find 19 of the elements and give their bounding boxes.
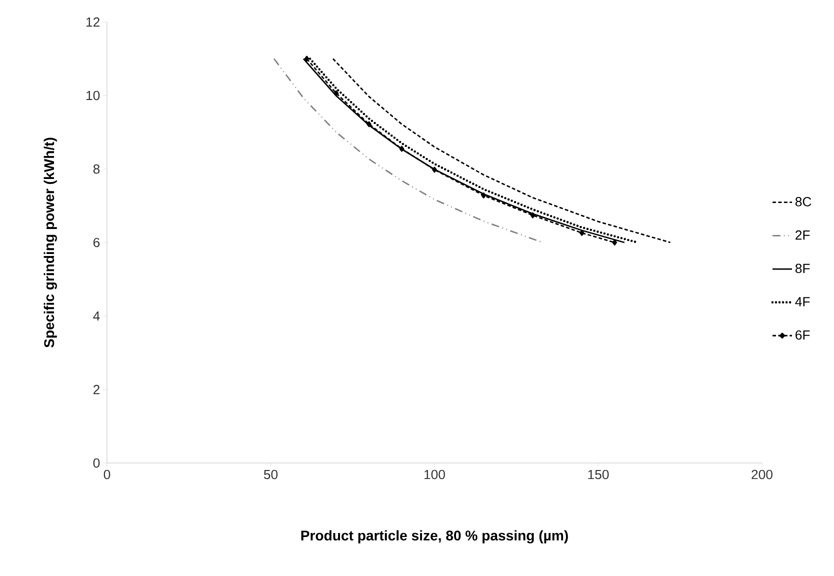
y-tick-label: 0 — [93, 458, 100, 468]
x-tick-label: 100 — [424, 470, 445, 480]
legend-label: 8C — [795, 197, 812, 206]
y-tick-label: 4 — [93, 311, 100, 321]
y-tick-label: 8 — [93, 164, 100, 174]
y-tick-label: 6 — [93, 238, 100, 248]
y-tick-label: 10 — [86, 90, 100, 100]
x-tick-label: 0 — [104, 470, 110, 480]
legend-label: 8F — [795, 264, 810, 274]
x-axis-title: Product particle size, 80 % passing (µm) — [301, 530, 568, 544]
y-axis-title: Specific grinding power (kWh/t) — [44, 138, 57, 348]
legend-label: 2F — [796, 230, 810, 240]
x-tick-label: 50 — [264, 470, 278, 480]
x-tick-label: 200 — [752, 470, 772, 480]
x-tick-label: 150 — [588, 470, 609, 480]
y-tick-label: 2 — [93, 384, 100, 394]
legend-label: 4F — [795, 297, 810, 306]
y-tick-label: 12 — [86, 17, 100, 27]
legend-label: 6F — [796, 330, 810, 340]
